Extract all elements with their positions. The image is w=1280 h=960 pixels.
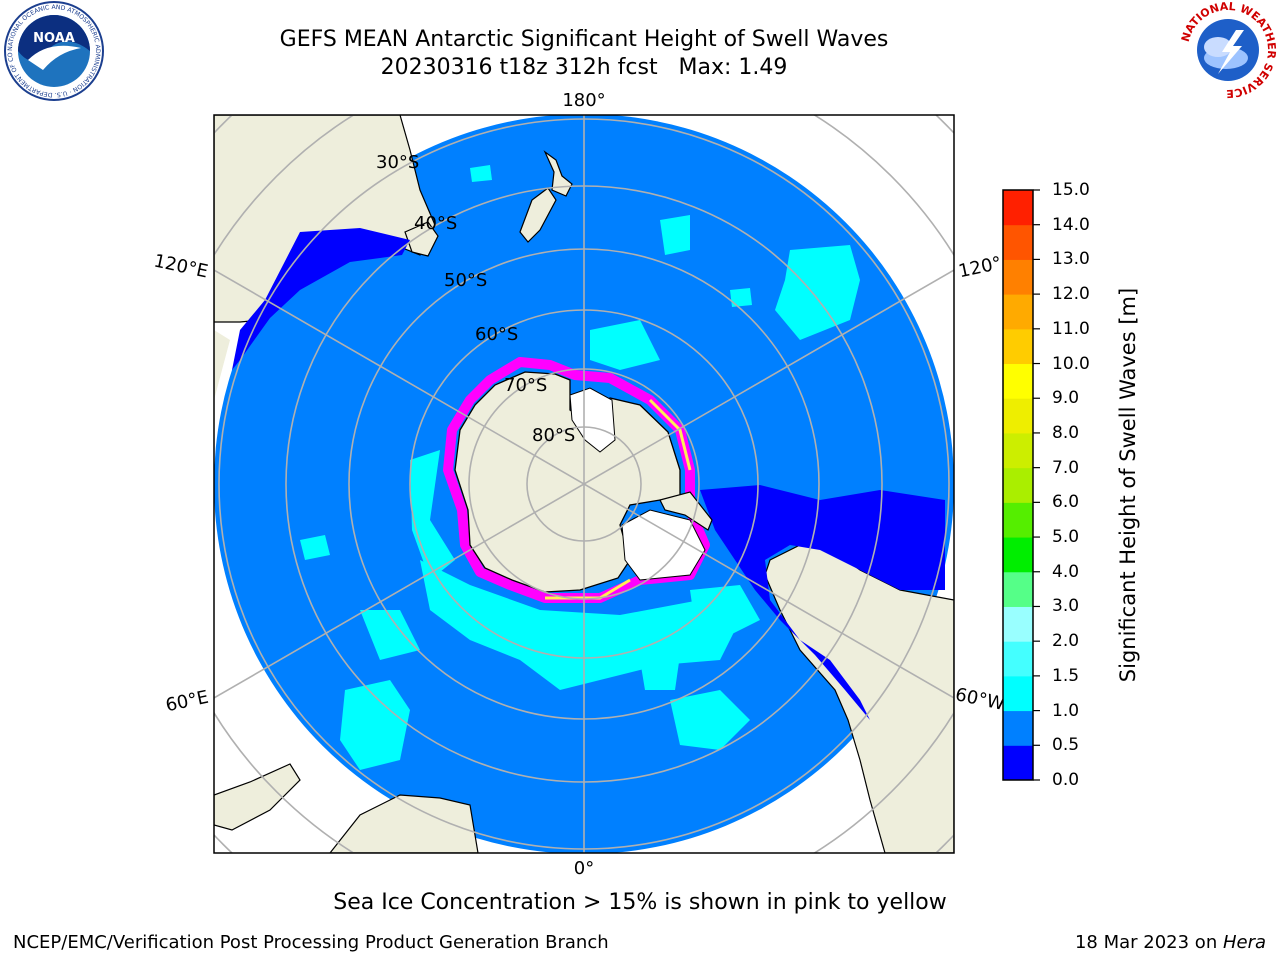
colorbar-tick-label: 13.0 bbox=[1052, 249, 1090, 270]
colorbar-tick-label: 10.0 bbox=[1052, 353, 1090, 374]
colorbar-swatch bbox=[1003, 467, 1033, 503]
colorbar-tick-label: 1.5 bbox=[1052, 665, 1080, 686]
colorbar-swatch bbox=[1003, 190, 1033, 226]
lon-label-0: 0° bbox=[574, 858, 594, 879]
colorbar-frame bbox=[1002, 189, 1034, 781]
colorbar-tick-label: 7.0 bbox=[1052, 457, 1080, 478]
new-zealand-north bbox=[543, 150, 573, 197]
nws-logo: NATIONAL WEATHER SERVICE bbox=[1179, 0, 1278, 100]
chart-title: GEFS MEAN Antarctic Significant Height o… bbox=[0, 26, 1168, 82]
ross-ice-shelf bbox=[569, 387, 616, 453]
colorbar-swatch bbox=[1003, 328, 1033, 365]
africa-land bbox=[329, 794, 479, 853]
colorbar-tick-label: 4.0 bbox=[1052, 561, 1080, 582]
colorbar-swatch bbox=[1003, 259, 1033, 295]
sea-ice-note: Sea Ice Concentration > 15% is shown in … bbox=[333, 890, 947, 915]
lat-label-30: 30°S bbox=[376, 152, 419, 173]
colorbar-tick-label: 6.0 bbox=[1052, 492, 1080, 513]
low-swell-australia bbox=[232, 228, 410, 370]
lat-label-60: 60°S bbox=[475, 324, 518, 345]
colorbar-tick-label: 1.0 bbox=[1052, 700, 1080, 721]
colorbar-swatch bbox=[1003, 571, 1033, 607]
lat-label-40: 40°S bbox=[414, 213, 457, 234]
madagascar-land bbox=[214, 763, 301, 831]
colorbar-swatch bbox=[1003, 294, 1033, 330]
noaa-logo-text: NOAA bbox=[33, 31, 75, 46]
footer-machine: Hera bbox=[1222, 932, 1266, 953]
colorbar-tick-label: 5.0 bbox=[1052, 527, 1080, 548]
lat-label-70: 70°S bbox=[504, 375, 547, 396]
colorbar-tick-label: 12.0 bbox=[1052, 284, 1090, 305]
colorbar-swatch bbox=[1003, 606, 1033, 642]
map-frame bbox=[213, 114, 955, 854]
lon-label-180: 180° bbox=[562, 90, 605, 111]
colorbar-swatch bbox=[1003, 710, 1033, 746]
colorbar-label: Significant Height of Swell Waves [m] bbox=[1116, 287, 1140, 683]
title-line-1: GEFS MEAN Antarctic Significant Height o… bbox=[279, 27, 889, 52]
lat-label-50: 50°S bbox=[444, 270, 487, 291]
colorbar-tick-label: 8.0 bbox=[1052, 422, 1080, 443]
colorbar-tick-label: 11.0 bbox=[1052, 318, 1090, 339]
map-area bbox=[214, 115, 954, 853]
colorbar-swatch bbox=[1003, 675, 1033, 712]
new-zealand-south bbox=[519, 187, 557, 243]
colorbar-swatch bbox=[1003, 641, 1033, 677]
footer-date-text: 18 Mar 2023 on bbox=[1074, 932, 1223, 953]
weddell-ice-shelf bbox=[621, 509, 706, 581]
colorbar-swatch bbox=[1003, 502, 1033, 538]
graticule bbox=[214, 115, 954, 853]
colorbar-swatch bbox=[1003, 363, 1033, 399]
colorbar-tick-label: 3.0 bbox=[1052, 596, 1080, 617]
colorbar-tick-label: 0.5 bbox=[1052, 735, 1080, 756]
low-swell-south-america bbox=[700, 485, 945, 720]
colorbar-tick-label: 2.0 bbox=[1052, 631, 1080, 652]
colorbar-swatches bbox=[1003, 190, 1033, 781]
colorbar-swatch bbox=[1003, 537, 1033, 573]
west-edge-land bbox=[214, 330, 230, 400]
antarctic-peninsula bbox=[659, 491, 713, 531]
lat-label-80: 80°S bbox=[532, 425, 575, 446]
tasmania-land bbox=[404, 221, 439, 257]
colorbar-tick-label: 0.0 bbox=[1052, 770, 1080, 790]
colorbar-tick-label: 9.0 bbox=[1052, 388, 1080, 409]
footer-credit: NCEP/EMC/Verification Post Processing Pr… bbox=[13, 932, 609, 953]
colorbar-tick-label: 15.0 bbox=[1052, 180, 1090, 200]
colorbar-tick-label: 14.0 bbox=[1052, 214, 1090, 235]
colorbar-swatch bbox=[1003, 432, 1033, 469]
colorbar-swatch bbox=[1003, 745, 1033, 781]
footer-date: 18 Mar 2023 on Hera bbox=[1075, 932, 1266, 953]
noaa-logo: NATIONAL OCEANIC AND ATMOSPHERIC ADMINIS… bbox=[3, 0, 104, 101]
colorbar-swatch bbox=[1003, 398, 1033, 434]
swell-patches bbox=[300, 165, 860, 770]
title-line-2: 20230316 t18z 312h fcst Max: 1.49 bbox=[380, 55, 788, 80]
colorbar-swatch bbox=[1003, 224, 1033, 260]
